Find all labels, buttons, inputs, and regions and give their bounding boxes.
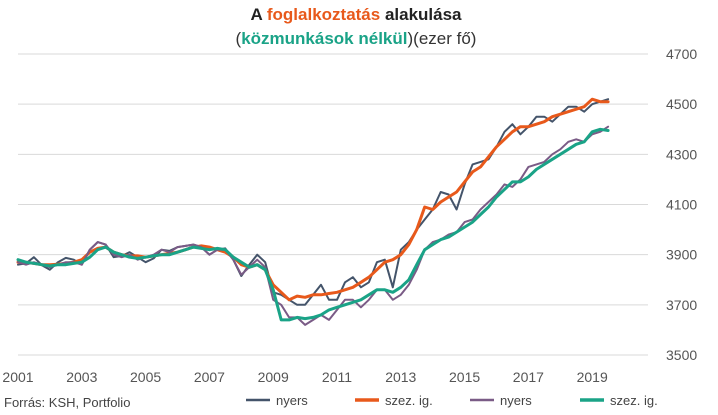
legend-label-0: nyers (276, 393, 308, 408)
legend-label-1: szez. ig. (385, 393, 433, 408)
grid-lines (18, 53, 648, 356)
x-tick-label: 2003 (66, 369, 97, 385)
source-note: Forrás: KSH, Portfolio (4, 395, 130, 410)
y-tick-label: 3900 (666, 247, 697, 263)
series-line-0 (17, 98, 610, 306)
title-line1-post: alakulása (380, 5, 462, 24)
legend: nyers szez. ig. nyers szez. ig. (246, 393, 658, 408)
title-line1-pre: A (250, 5, 266, 24)
legend-label-2: nyers (500, 393, 532, 408)
x-axis-ticks: 2001 2003 2005 2007 2009 2011 2013 2015 2017 2019 (2, 369, 608, 385)
x-tick-label: 2007 (194, 369, 225, 385)
y-axis-ticks: 3500 3700 3900 4100 4300 4500 4700 (666, 46, 697, 363)
chart-title: A foglalkoztatás alakulása (közmunkások … (236, 5, 477, 48)
series-lines (16, 97, 610, 326)
x-tick-label: 2001 (2, 369, 33, 385)
y-tick-label: 3500 (666, 347, 697, 363)
x-tick-label: 2013 (385, 369, 416, 385)
y-tick-label: 4100 (666, 197, 697, 213)
series-line-1 (16, 97, 610, 302)
y-tick-label: 4700 (666, 46, 697, 62)
x-tick-label: 2005 (130, 369, 161, 385)
y-tick-label: 4300 (666, 146, 697, 162)
svg-text:(közmunkások nélkül)(ezer fő): (közmunkások nélkül)(ezer fő) (236, 29, 477, 48)
x-tick-label: 2009 (258, 369, 289, 385)
title-line2-close: ) (407, 29, 413, 48)
y-tick-label: 4500 (666, 96, 697, 112)
x-tick-label: 2015 (449, 369, 480, 385)
title-line2-rest: (ezer fő) (413, 29, 476, 48)
y-tick-label: 3700 (666, 297, 697, 313)
title-line1-highlight: foglalkoztatás (267, 5, 380, 24)
title-line2-open: ( (236, 29, 242, 48)
x-tick-label: 2011 (322, 369, 352, 385)
svg-text:A foglalkoztatás alakulása: A foglalkoztatás alakulása (250, 5, 462, 24)
series-line-3 (16, 127, 610, 322)
title-line2-highlight: közmunkások nélkül (241, 29, 407, 48)
x-tick-label: 2017 (513, 369, 544, 385)
legend-label-3: szez. ig. (610, 393, 658, 408)
x-tick-label: 2019 (577, 369, 608, 385)
